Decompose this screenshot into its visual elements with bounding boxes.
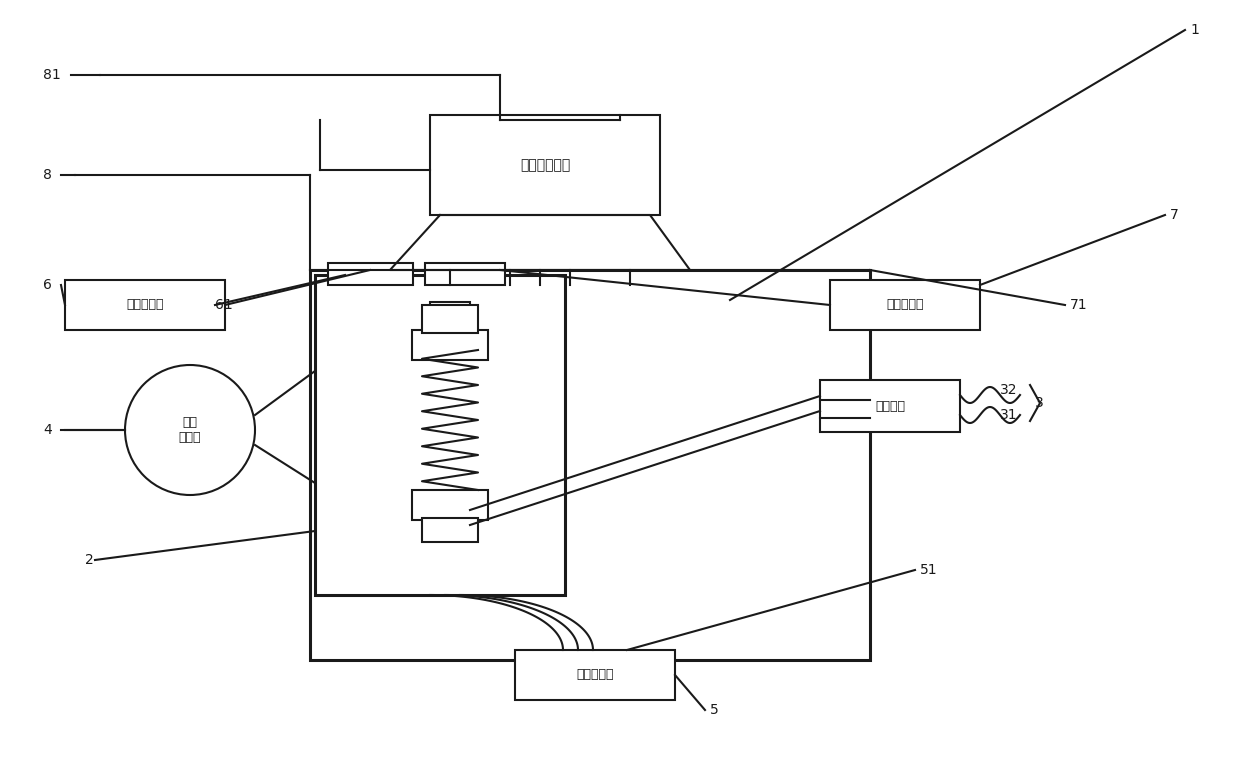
Bar	[64, 280, 224, 330]
Text: 3: 3	[1035, 396, 1044, 410]
Text: 2: 2	[86, 553, 94, 567]
Text: 51: 51	[920, 563, 937, 577]
Text: 32: 32	[999, 383, 1018, 397]
Text: 4: 4	[43, 423, 52, 437]
Text: 7: 7	[1171, 208, 1179, 222]
Bar	[412, 330, 489, 360]
Text: 1: 1	[1190, 23, 1199, 37]
Bar	[425, 263, 505, 285]
Text: 61: 61	[215, 298, 233, 312]
Bar	[422, 305, 477, 333]
Text: 稳压电源: 稳压电源	[875, 399, 905, 412]
Text: 压力测试仪: 压力测试仪	[126, 298, 164, 311]
Bar	[412, 490, 489, 520]
Bar	[820, 380, 960, 432]
Text: 71: 71	[1070, 298, 1087, 312]
Text: 5: 5	[711, 703, 719, 717]
Bar	[422, 518, 477, 542]
Text: 气体检测仪: 气体检测仪	[887, 298, 924, 311]
Bar	[515, 650, 675, 700]
Bar	[830, 280, 980, 330]
Bar	[315, 275, 565, 595]
Text: 8: 8	[43, 168, 52, 182]
Text: 视频实时监控: 视频实时监控	[520, 158, 570, 172]
Bar	[430, 302, 470, 324]
Bar	[310, 270, 870, 660]
Bar	[430, 115, 660, 215]
Text: 81: 81	[43, 68, 61, 82]
Text: 6: 6	[43, 278, 52, 292]
Text: 电压
采集仪: 电压 采集仪	[179, 416, 201, 444]
Bar	[329, 263, 413, 285]
Text: 31: 31	[999, 408, 1018, 422]
Text: 多路测温仪: 多路测温仪	[577, 669, 614, 682]
